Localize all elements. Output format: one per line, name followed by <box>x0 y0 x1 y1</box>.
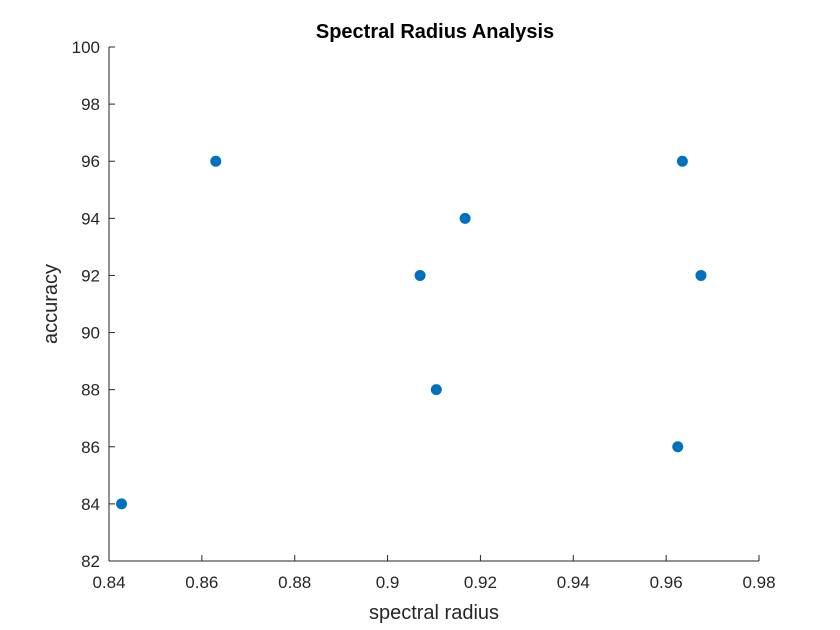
y-tick-label: 90 <box>81 324 100 343</box>
y-tick-label: 86 <box>81 438 100 457</box>
x-axis-ticks: 0.84 0.86 0.88 0.9 0.92 0.94 0.96 0.98 <box>92 555 776 592</box>
x-tick-label: 0.94 <box>557 573 590 592</box>
x-tick-label: 0.84 <box>92 573 125 592</box>
x-tick-label: 0.86 <box>185 573 218 592</box>
x-tick-label: 0.9 <box>376 573 400 592</box>
data-point <box>459 212 471 224</box>
y-tick-label: 100 <box>72 38 100 57</box>
y-tick-label: 92 <box>81 266 100 285</box>
data-point <box>695 269 707 281</box>
data-point <box>210 155 222 167</box>
x-axis-label: spectral radius <box>369 602 499 624</box>
axes <box>108 47 759 562</box>
data-points <box>116 155 707 510</box>
data-point <box>676 155 688 167</box>
y-tick-label: 88 <box>81 381 100 400</box>
y-tick-label: 96 <box>81 152 100 171</box>
y-tick-label: 94 <box>81 209 100 228</box>
y-tick-label: 98 <box>81 95 100 114</box>
data-point <box>116 498 128 510</box>
chart-title: Spectral Radius Analysis <box>316 21 554 43</box>
x-tick-label: 0.96 <box>650 573 683 592</box>
data-point <box>414 269 426 281</box>
x-tick-label: 0.98 <box>742 573 775 592</box>
y-tick-label: 84 <box>81 495 100 514</box>
y-axis-label-group: accuracy <box>40 264 62 344</box>
data-point <box>672 441 684 453</box>
y-axis-label: accuracy <box>40 264 62 344</box>
y-axis-ticks: 82 84 86 88 90 92 94 96 98 100 <box>72 38 115 571</box>
y-tick-label: 82 <box>81 552 100 571</box>
x-tick-label: 0.92 <box>464 573 497 592</box>
data-point <box>430 384 442 396</box>
x-tick-label: 0.88 <box>278 573 311 592</box>
